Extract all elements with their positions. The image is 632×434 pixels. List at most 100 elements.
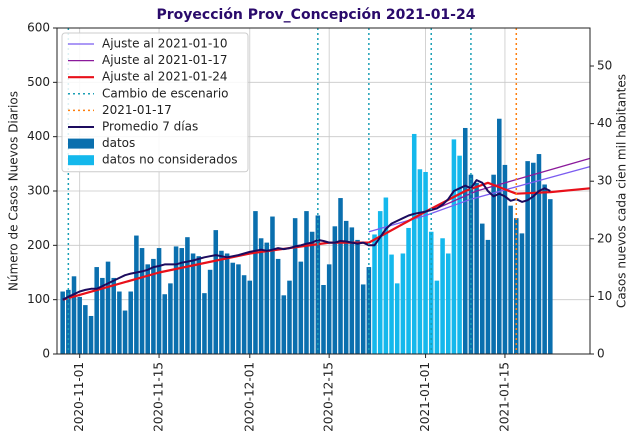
legend-label: 2021-01-17 — [102, 103, 172, 117]
y2-tick-label: 0 — [597, 347, 605, 361]
y2-tick-label: 30 — [597, 174, 612, 188]
bar — [77, 296, 82, 354]
bar — [491, 174, 496, 354]
bar — [213, 230, 219, 354]
y-tick-label: 500 — [27, 75, 50, 89]
y-tick-label: 600 — [27, 21, 50, 35]
bar — [440, 238, 445, 354]
bar — [366, 267, 372, 354]
bar — [411, 133, 417, 354]
legend-label: datos no considerados — [102, 153, 237, 167]
bar — [497, 118, 502, 354]
bar — [128, 291, 133, 354]
bar — [548, 199, 553, 354]
bar — [168, 283, 173, 354]
legend-box — [61, 32, 249, 173]
bar — [485, 239, 491, 354]
y-tick-label: 200 — [27, 238, 50, 252]
bar — [219, 250, 224, 354]
legend-label: Promedio 7 días — [102, 120, 198, 134]
bar — [514, 218, 519, 354]
bar — [134, 235, 139, 354]
bar — [355, 239, 360, 354]
bar — [417, 169, 423, 354]
bar — [60, 291, 65, 354]
bar — [122, 310, 128, 354]
bar — [343, 220, 349, 354]
bar — [230, 262, 236, 354]
legend-label: Ajuste al 2021-01-17 — [102, 53, 228, 67]
y-axis-label: Número de Casos Nuevos Diarios — [7, 91, 21, 291]
bar — [196, 256, 202, 354]
bar — [309, 231, 315, 354]
x-tick-label: 2021-01-01 — [418, 362, 432, 432]
bar — [462, 127, 468, 355]
bar — [270, 216, 275, 354]
bar — [451, 139, 457, 354]
bar — [253, 211, 258, 354]
bar — [406, 227, 411, 354]
bar — [173, 246, 179, 354]
x-tick-label: 2020-12-15 — [322, 362, 336, 432]
y2-tick-label: 50 — [597, 59, 612, 73]
bar — [508, 205, 513, 354]
bar — [349, 227, 355, 354]
x-tick-label: 2021-01-15 — [497, 362, 511, 432]
x-tick-label: 2020-11-01 — [72, 362, 86, 432]
bar — [281, 295, 287, 354]
bar — [258, 238, 264, 354]
bar — [190, 253, 196, 354]
chart-title: Proyección Prov_Concepción 2021-01-24 — [157, 7, 476, 23]
bar — [224, 253, 230, 354]
y-tick-label: 400 — [27, 129, 50, 143]
bar — [275, 258, 281, 354]
bar — [292, 218, 298, 354]
legend: Ajuste al 2021-01-10 Ajuste al 2021-01-17… — [61, 32, 249, 173]
bar — [304, 211, 309, 354]
legend-swatch — [68, 138, 94, 149]
bar — [531, 162, 536, 354]
line — [436, 157, 591, 209]
bar — [88, 315, 94, 354]
bar — [287, 280, 292, 354]
bar — [264, 242, 270, 354]
bar — [479, 223, 485, 354]
legend-swatch — [68, 155, 94, 166]
bar — [202, 293, 207, 354]
x-tick-label: 2020-12-01 — [242, 362, 256, 432]
legend-label: Ajuste al 2021-01-24 — [102, 70, 228, 84]
bar — [321, 284, 326, 354]
y2-axis-label: Casos nuevos cada cien mil habitantes — [615, 74, 629, 308]
bar — [207, 269, 213, 354]
bar — [66, 289, 71, 354]
legend-label: datos — [102, 136, 135, 150]
bar — [241, 275, 247, 354]
line — [62, 179, 551, 301]
bar — [83, 305, 88, 354]
bar — [179, 248, 185, 354]
y2-tick-label: 10 — [597, 289, 612, 303]
y2-tick-label: 20 — [597, 231, 612, 245]
bar — [383, 197, 389, 354]
bar — [536, 154, 542, 354]
bar — [145, 264, 150, 354]
y2-tick-label: 40 — [597, 116, 612, 130]
bar — [360, 284, 366, 354]
bar — [247, 280, 253, 354]
bar — [185, 237, 190, 354]
legend-label: Cambio de escenario — [102, 86, 229, 100]
bar — [389, 254, 394, 354]
bar — [377, 211, 383, 354]
bar — [156, 248, 162, 354]
bar — [542, 184, 547, 354]
legend-label: Ajuste al 2021-01-10 — [102, 37, 228, 51]
bar — [117, 291, 122, 354]
bar — [151, 258, 156, 354]
bar — [111, 277, 116, 354]
bar — [236, 264, 241, 354]
bar — [71, 276, 77, 354]
bar — [423, 171, 428, 354]
bar — [502, 164, 508, 354]
bar — [100, 277, 105, 354]
